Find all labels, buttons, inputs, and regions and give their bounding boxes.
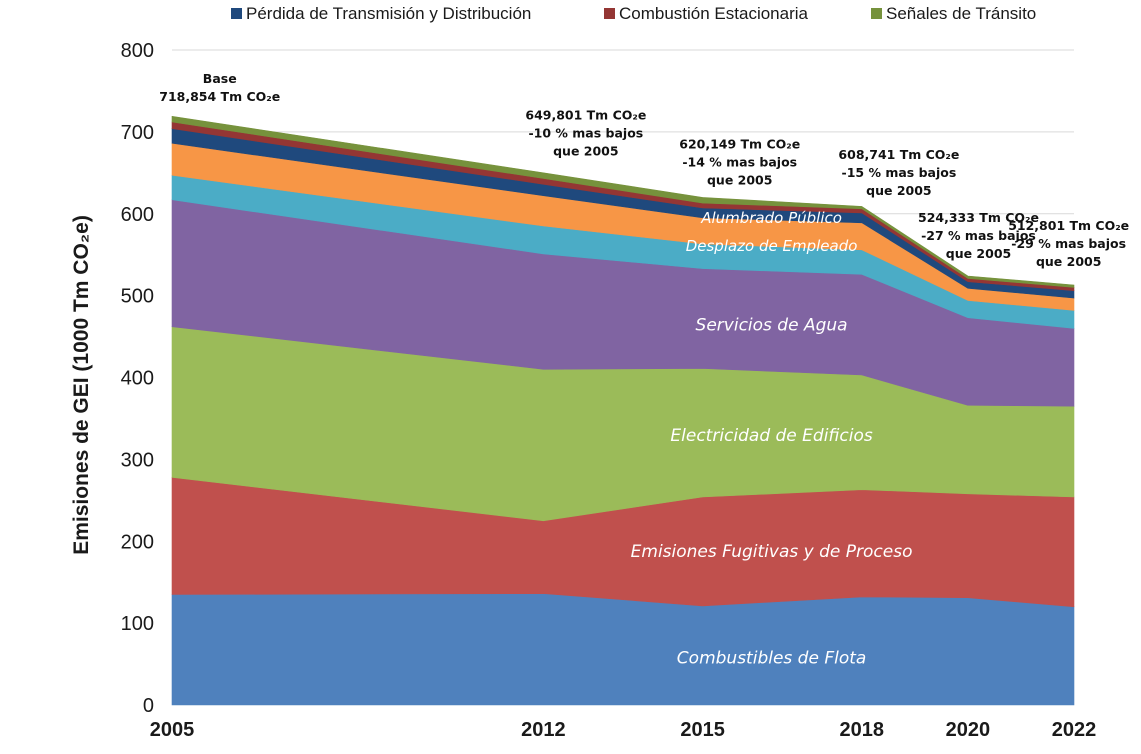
annotation-4: 608,741 Tm CO₂e -15 % mas bajos que 2005: [838, 147, 959, 198]
series-inline-labels: Alumbrado Público Desplazo de Empleado Ser…: [631, 209, 913, 668]
y-tick-label: 200: [121, 531, 154, 553]
series-label-emisiones-fugitivas-y-de-proceso: Emisiones Fugitivas y de Proceso: [631, 542, 913, 562]
legend-swatch: [231, 8, 242, 19]
area-senales-de-transito: [171, 115, 1075, 288]
annotations: Base 718,854 Tm CO₂e 649,801 Tm CO₂e -10 % …: [159, 71, 1129, 269]
legend-label: Señales de Tránsito: [886, 4, 1036, 23]
legend-item-perdida-de-transmision-y-distribucion: Pérdida de Transmisión y Distribución: [231, 4, 531, 23]
y-axis-ticks: 0 100 200 300 400 500 600 700 800: [121, 40, 154, 717]
x-tick-label: 2020: [946, 719, 991, 741]
y-tick-label: 600: [121, 204, 154, 226]
y-tick-label: 800: [121, 40, 154, 62]
legend-swatch: [604, 8, 615, 19]
legend-item-combustion-estacionaria: Combustión Estacionaria: [604, 4, 809, 23]
legend-label: Combustión Estacionaria: [619, 4, 809, 23]
annotation-6: 512,801 Tm CO₂e -29 % mas bajos que 2005: [1008, 218, 1129, 269]
legend-label: Pérdida de Transmisión y Distribución: [246, 4, 531, 23]
x-tick-label: 2015: [680, 719, 725, 741]
x-tick-label: 2022: [1052, 719, 1097, 741]
legend: Pérdida de Transmisión y Distribución Com…: [231, 4, 1036, 23]
y-tick-label: 400: [121, 368, 154, 390]
x-tick-label: 2005: [150, 719, 195, 741]
series-label-desplazo-de-empleado: Desplazo de Empleado: [686, 237, 858, 255]
area-combustibles-de-flota: [171, 593, 1075, 706]
annotation-3: 620,149 Tm CO₂e -14 % mas bajos que 2005: [679, 136, 800, 187]
y-tick-label: 0: [143, 695, 154, 717]
series-label-electricidad-de-edificios: Electricidad de Edificios: [670, 426, 872, 446]
x-axis-ticks: 2005 2012 2015 2018 2020 2022: [150, 719, 1097, 741]
x-tick-label: 2012: [521, 719, 566, 741]
y-axis-label: Emisiones de GEI (1000 Tm CO₂e): [70, 215, 93, 555]
y-tick-label: 100: [121, 613, 154, 635]
x-tick-label: 2018: [840, 719, 885, 741]
annotation-5: 524,333 Tm CO₂e -27 % mas bajos que 2005: [918, 210, 1039, 261]
annotation-1: Base 718,854 Tm CO₂e: [159, 71, 280, 104]
legend-swatch: [871, 8, 882, 19]
area-series: [171, 115, 1075, 706]
annotation-2: 649,801 Tm CO₂e -10 % mas bajos que 2005: [525, 108, 646, 159]
series-label-alumbrado-publico: Alumbrado Público: [700, 209, 842, 227]
series-label-servicios-de-agua: Servicios de Agua: [696, 315, 848, 335]
y-tick-label: 700: [121, 122, 154, 144]
legend-item-senales-de-transito: Señales de Tránsito: [871, 4, 1036, 23]
y-tick-label: 500: [121, 286, 154, 308]
y-tick-label: 300: [121, 449, 154, 471]
series-label-combustibles-de-flota: Combustibles de Flota: [677, 649, 867, 669]
